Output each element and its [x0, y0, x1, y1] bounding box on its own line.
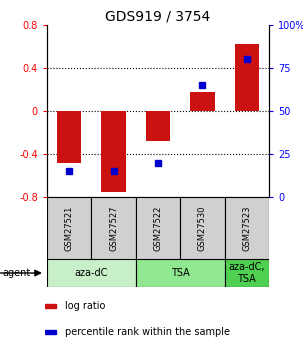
Bar	[180, 197, 225, 259]
Bar	[225, 259, 269, 287]
Text: GSM27523: GSM27523	[242, 205, 251, 251]
Text: agent: agent	[2, 268, 30, 278]
Title: GDS919 / 3754: GDS919 / 3754	[105, 10, 211, 24]
Bar	[136, 197, 180, 259]
Bar	[235, 45, 259, 111]
Bar	[136, 259, 225, 287]
Bar	[47, 197, 92, 259]
Bar	[102, 111, 126, 191]
Text: TSA: TSA	[171, 268, 190, 278]
Bar	[45, 304, 55, 308]
Text: percentile rank within the sample: percentile rank within the sample	[65, 327, 230, 337]
Bar	[146, 111, 170, 141]
Bar	[57, 111, 82, 162]
Bar	[225, 197, 269, 259]
Bar	[47, 259, 136, 287]
Bar	[190, 92, 215, 111]
Text: log ratio: log ratio	[65, 301, 105, 311]
Bar	[92, 197, 136, 259]
Text: GSM27521: GSM27521	[65, 205, 74, 251]
Text: GSM27530: GSM27530	[198, 205, 207, 251]
Text: GSM27522: GSM27522	[154, 205, 162, 251]
Text: aza-dC,
TSA: aza-dC, TSA	[228, 262, 265, 284]
Bar	[45, 330, 55, 334]
Text: aza-dC: aza-dC	[75, 268, 108, 278]
Text: GSM27527: GSM27527	[109, 205, 118, 251]
